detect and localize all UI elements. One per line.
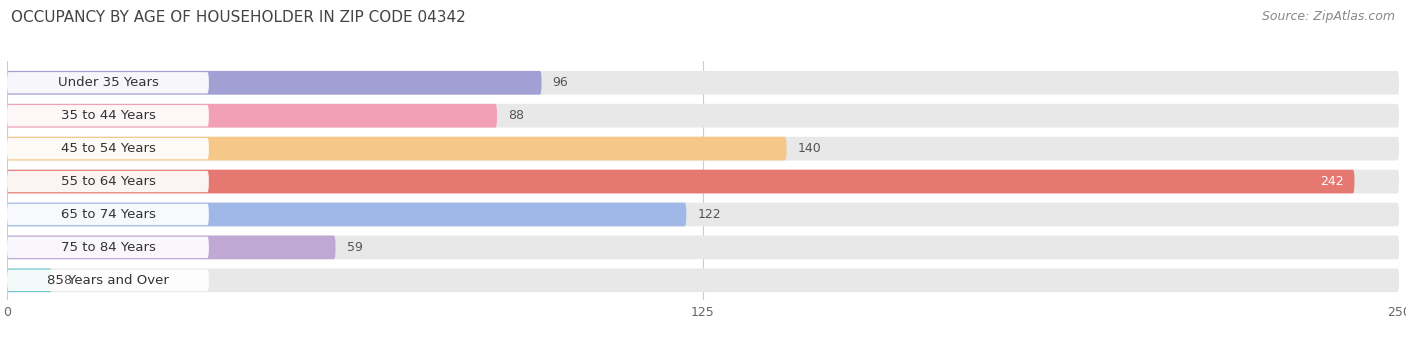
Text: Source: ZipAtlas.com: Source: ZipAtlas.com — [1261, 10, 1395, 23]
FancyBboxPatch shape — [7, 71, 1399, 95]
FancyBboxPatch shape — [7, 170, 1354, 193]
FancyBboxPatch shape — [7, 203, 686, 226]
Text: 242: 242 — [1320, 175, 1343, 188]
FancyBboxPatch shape — [7, 203, 1399, 226]
FancyBboxPatch shape — [7, 237, 209, 258]
Text: 59: 59 — [347, 241, 363, 254]
Text: 140: 140 — [797, 142, 821, 155]
FancyBboxPatch shape — [7, 170, 1399, 193]
FancyBboxPatch shape — [7, 236, 336, 259]
FancyBboxPatch shape — [7, 268, 52, 292]
FancyBboxPatch shape — [7, 104, 1399, 128]
Text: OCCUPANCY BY AGE OF HOUSEHOLDER IN ZIP CODE 04342: OCCUPANCY BY AGE OF HOUSEHOLDER IN ZIP C… — [11, 10, 465, 25]
Text: 96: 96 — [553, 76, 568, 89]
FancyBboxPatch shape — [7, 138, 209, 159]
Text: 88: 88 — [508, 109, 524, 122]
Text: 122: 122 — [697, 208, 721, 221]
FancyBboxPatch shape — [7, 104, 496, 128]
FancyBboxPatch shape — [7, 171, 209, 192]
FancyBboxPatch shape — [7, 268, 1399, 292]
FancyBboxPatch shape — [7, 71, 541, 95]
Text: 35 to 44 Years: 35 to 44 Years — [60, 109, 156, 122]
Text: 85 Years and Over: 85 Years and Over — [46, 274, 169, 287]
Text: 8: 8 — [63, 274, 70, 287]
Text: 55 to 64 Years: 55 to 64 Years — [60, 175, 156, 188]
FancyBboxPatch shape — [7, 270, 209, 291]
Text: 75 to 84 Years: 75 to 84 Years — [60, 241, 156, 254]
FancyBboxPatch shape — [7, 137, 1399, 161]
FancyBboxPatch shape — [7, 236, 1399, 259]
FancyBboxPatch shape — [7, 137, 786, 161]
Text: Under 35 Years: Under 35 Years — [58, 76, 159, 89]
FancyBboxPatch shape — [7, 204, 209, 225]
Text: 65 to 74 Years: 65 to 74 Years — [60, 208, 156, 221]
Text: 45 to 54 Years: 45 to 54 Years — [60, 142, 156, 155]
FancyBboxPatch shape — [7, 72, 209, 93]
FancyBboxPatch shape — [7, 105, 209, 127]
